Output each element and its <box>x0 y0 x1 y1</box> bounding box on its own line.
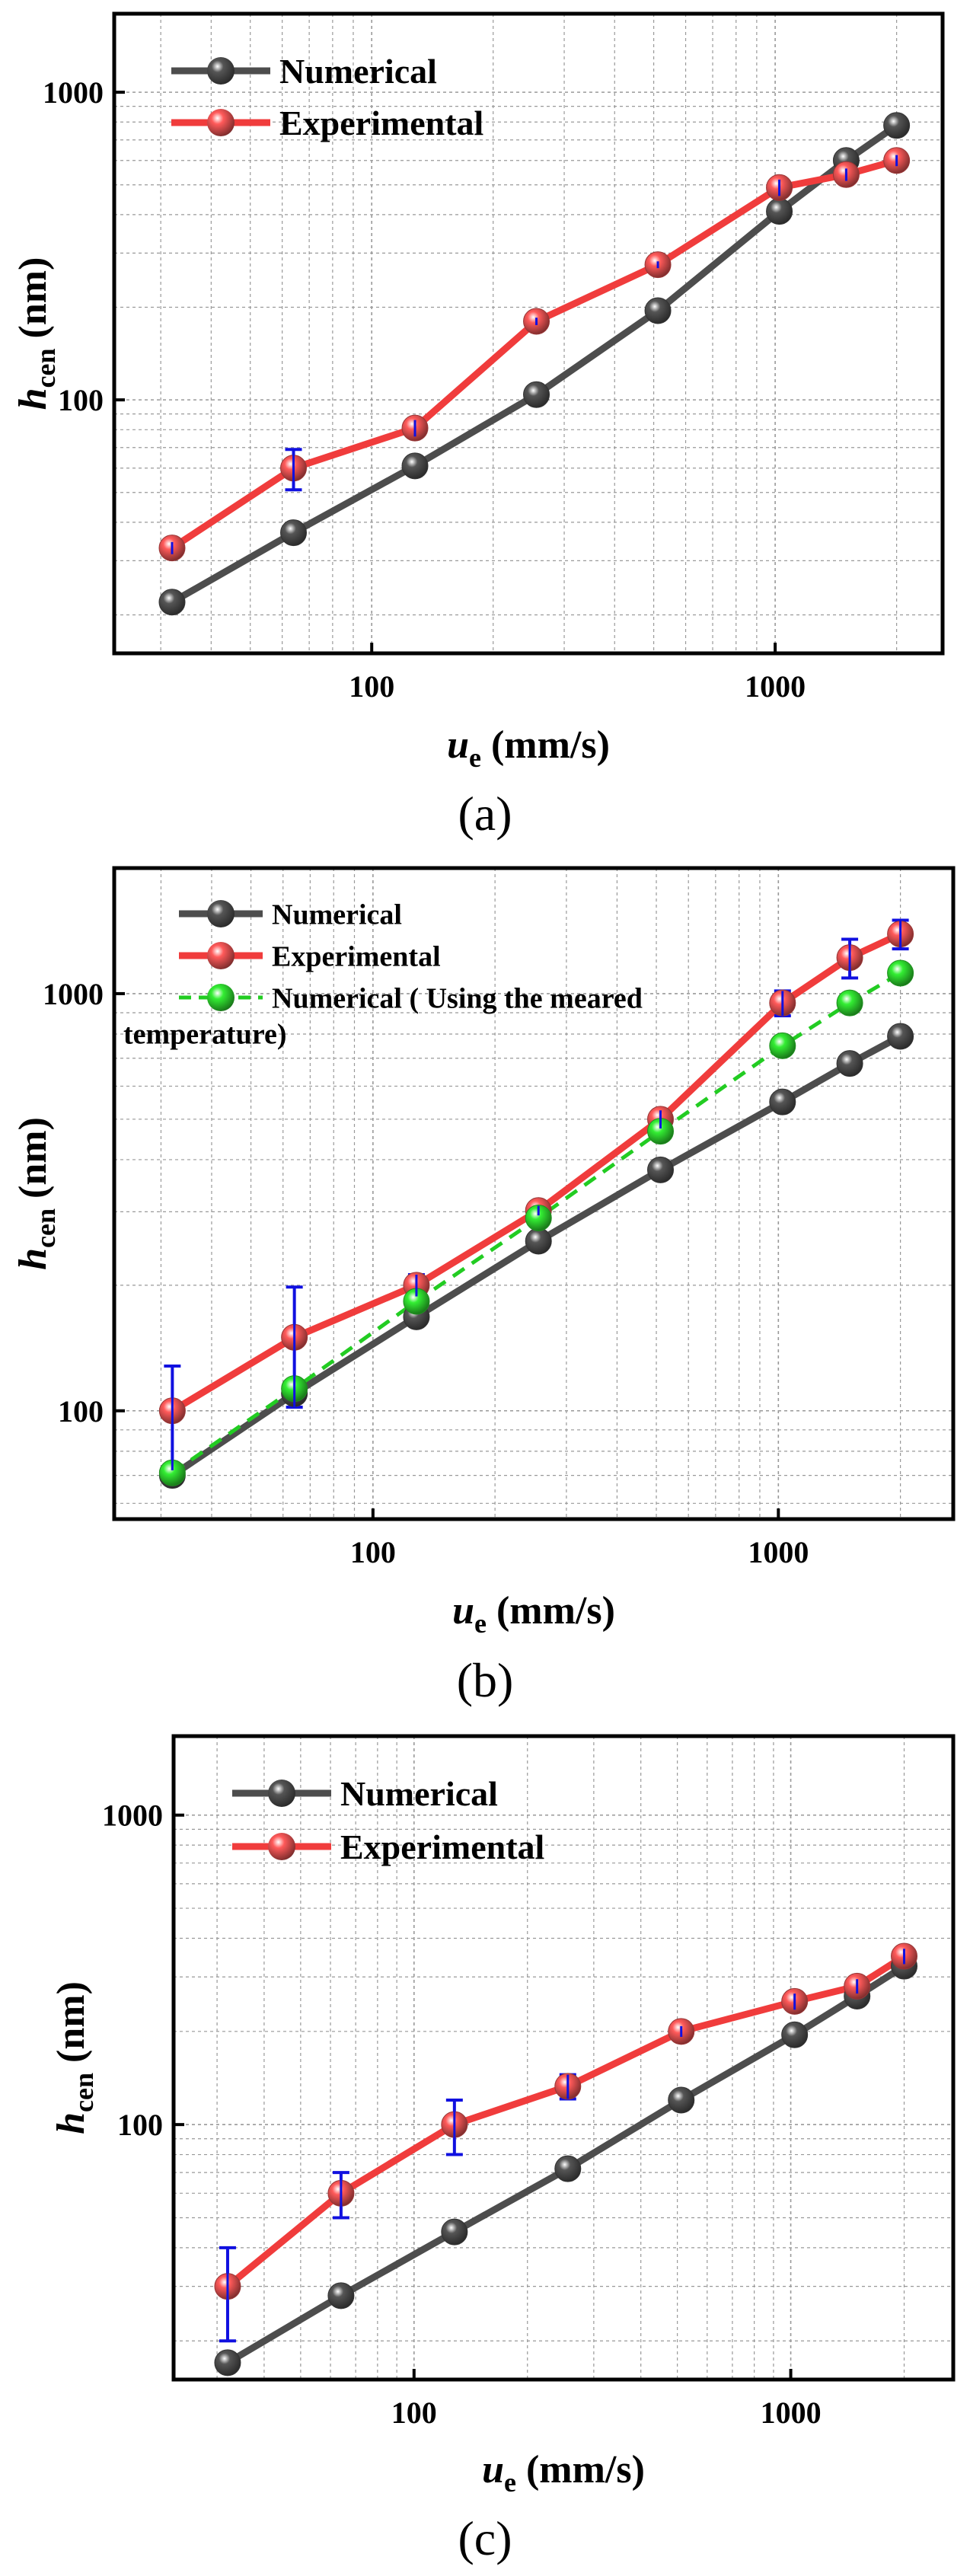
y-tick-label: 100 <box>58 1394 104 1428</box>
legend-label-0: Numerical <box>272 899 402 930</box>
y-axis-sub: cen <box>30 348 61 388</box>
y-axis-unit: (nm) <box>49 1981 93 2073</box>
chart-panel-b: 100 1000 100 1000 ue (mm/s) hcen (nm) Numerica… <box>11 866 956 1707</box>
legend-marker-1 <box>268 1833 295 1860</box>
data-point <box>158 589 186 616</box>
legend-label-1: Experimental <box>340 1827 544 1866</box>
legend: Numerical Experimental <box>232 1774 544 1866</box>
legend-marker-0 <box>268 1780 295 1807</box>
y-axis-title: hcen (nm) <box>11 257 61 410</box>
chart-panel-c: 100 1000 100 1000 ue (mm/s) hcen (nm) Numerica… <box>49 1734 956 2565</box>
x-axis-sub: e <box>469 742 481 773</box>
x-axis-sub: e <box>504 2467 516 2498</box>
plot-frame <box>171 1734 956 2382</box>
x-axis-title: ue (mm/s) <box>452 1589 615 1639</box>
data-point <box>554 2155 582 2182</box>
x-axis-var: u <box>447 723 469 767</box>
data-point <box>644 297 672 324</box>
x-axis-sub: e <box>474 1608 487 1639</box>
data-point <box>441 2218 468 2246</box>
legend-label-continuation: temperature) <box>123 1018 287 1050</box>
y-tick-label: 1000 <box>43 75 104 110</box>
x-axis-unit: (mm/s) <box>487 1589 615 1633</box>
plot-frame <box>112 11 945 656</box>
y-tick-label: 100 <box>58 383 104 417</box>
data-point <box>769 1032 796 1059</box>
y-axis-unit: (nm) <box>11 257 55 349</box>
chart-panel-a: 100 1000 100 1000 ue (mm/s) hcen (nm) Numerica… <box>11 11 945 841</box>
grid <box>174 1736 953 2380</box>
y-axis-title: hcen (nm) <box>11 1117 61 1270</box>
x-axis-var: u <box>452 1589 474 1633</box>
plot-frame <box>112 866 956 1521</box>
panel-label: (a) <box>458 787 512 841</box>
y-axis-var: h <box>49 2112 93 2134</box>
x-axis-title: ue (mm/s) <box>482 2448 645 2498</box>
x-axis-title: ue (mm/s) <box>447 723 610 773</box>
legend-marker-0 <box>207 900 235 927</box>
legend: Numerical Experimental <box>171 52 483 142</box>
legend-marker-2 <box>207 984 235 1011</box>
data-point <box>525 1227 552 1255</box>
legend-marker-0 <box>207 57 235 85</box>
grid <box>114 14 943 653</box>
x-tick-label: 100 <box>349 669 394 704</box>
x-axis-var: u <box>482 2448 504 2491</box>
legend-label-0: Numerical <box>279 52 437 91</box>
x-tick-label: 1000 <box>745 669 806 704</box>
y-axis-unit: (nm) <box>11 1117 55 1208</box>
data-point <box>647 1156 675 1183</box>
data-point <box>525 1204 552 1231</box>
legend-label-2: Numerical ( Using the meared <box>272 982 643 1014</box>
data-point <box>836 1050 863 1077</box>
y-tick-label: 1000 <box>102 1799 163 1833</box>
y-axis-var: h <box>11 1248 55 1270</box>
series-line-1 <box>171 930 902 1414</box>
legend: Numerical Experimental Numerical ( Using t… <box>123 899 643 1050</box>
data-point <box>523 381 550 408</box>
data-point <box>327 2282 355 2309</box>
x-tick-label: 100 <box>391 2396 437 2430</box>
y-axis-sub: cen <box>69 2073 99 2112</box>
data-point <box>836 989 863 1017</box>
data-point <box>401 452 429 480</box>
panel-label: (c) <box>458 2511 512 2565</box>
y-tick-label: 1000 <box>43 977 104 1011</box>
data-point <box>766 198 793 225</box>
data-point <box>769 1088 796 1116</box>
data-point <box>883 112 911 139</box>
data-point <box>781 2021 809 2048</box>
x-tick-label: 1000 <box>748 1535 809 1569</box>
data-point <box>668 2086 695 2114</box>
data-point <box>280 519 308 547</box>
y-tick-label: 100 <box>117 2108 163 2142</box>
legend-marker-1 <box>207 109 235 136</box>
x-tick-label: 100 <box>350 1535 396 1569</box>
y-axis-var: h <box>11 388 55 410</box>
x-tick-label: 1000 <box>761 2396 822 2430</box>
legend-label-0: Numerical <box>340 1774 498 1813</box>
data-point <box>887 1023 914 1050</box>
y-axis-title: hcen (nm) <box>49 1981 99 2134</box>
panel-label: (b) <box>457 1653 514 1707</box>
grid <box>114 868 953 1519</box>
x-axis-unit: (mm/s) <box>516 2448 645 2491</box>
legend-marker-1 <box>207 942 235 969</box>
legend-label-1: Experimental <box>272 940 441 972</box>
x-axis-unit: (mm/s) <box>481 723 610 767</box>
y-axis-sub: cen <box>30 1208 61 1248</box>
data-point <box>887 959 914 987</box>
legend-label-1: Experimental <box>279 104 483 142</box>
data-point <box>214 2349 241 2376</box>
